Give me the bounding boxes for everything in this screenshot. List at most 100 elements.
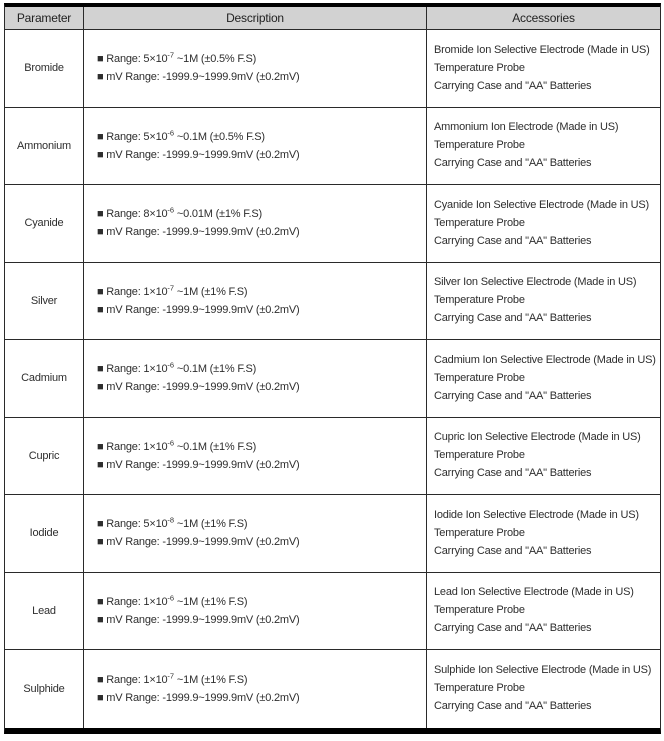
- range-rest-text: ~0.1M (±1% F.S): [174, 440, 257, 453]
- accessory-item: Temperature Probe: [434, 139, 525, 152]
- range-exponent: -7: [167, 50, 175, 60]
- accessory-item: Temperature Probe: [434, 371, 525, 384]
- accessory-item: Temperature Probe: [434, 682, 525, 695]
- accessory-item: Cupric Ion Selective Electrode (Made in …: [434, 431, 641, 444]
- accessory-item: Sulphide Ion Selective Electrode (Made i…: [434, 664, 652, 677]
- mv-range-line: ■ mV Range: -1999.9~1999.9mV (±0.2mV): [97, 691, 300, 704]
- range-text: ■ Range: 1×10: [97, 595, 168, 608]
- description-cell: ■ Range: 5×10-7 ~1M (±0.5% F.S) ■ mV Ran…: [84, 30, 427, 108]
- spec-table: Parameter Description Accessories Bromid…: [4, 3, 661, 734]
- table-row: Sulphide ■ Range: 1×10-7 ~1M (±1% F.S) ■…: [5, 650, 660, 728]
- range-exponent: -6: [167, 593, 175, 603]
- accessories-cell: Bromide Ion Selective Electrode (Made in…: [427, 30, 660, 108]
- accessories-cell: Silver Ion Selective Electrode (Made in …: [427, 263, 660, 340]
- range-text: ■ Range: 1×10: [97, 673, 168, 686]
- accessories-cell: Cyanide Ion Selective Electrode (Made in…: [427, 185, 660, 263]
- range-text: ■ Range: 5×10: [97, 518, 168, 531]
- description-cell: ■ Range: 5×10-8 ~1M (±1% F.S) ■ mV Range…: [84, 495, 427, 573]
- accessory-item: Lead Ion Selective Electrode (Made in US…: [434, 586, 634, 599]
- mv-range-line: ■ mV Range: -1999.9~1999.9mV (±0.2mV): [97, 226, 300, 239]
- range-exponent: -7: [167, 283, 175, 293]
- range-exponent: -8: [167, 515, 175, 525]
- accessories-cell: Ammonium Ion Electrode (Made in US) Temp…: [427, 108, 660, 185]
- range-line: ■ Range: 1×10-6 ~0.1M (±1% F.S): [97, 360, 426, 375]
- accessory-item: Cadmium Ion Selective Electrode (Made in…: [434, 353, 656, 366]
- range-line: ■ Range: 5×10-7 ~1M (±0.5% F.S): [97, 50, 426, 66]
- range-rest-text: ~1M (±1% F.S): [174, 595, 248, 608]
- parameter-cell: Lead: [5, 572, 84, 650]
- range-line: ■ Range: 1×10-7 ~1M (±1% F.S): [97, 672, 426, 686]
- mv-range-line: ■ mV Range: -1999.9~1999.9mV (±0.2mV): [97, 613, 300, 626]
- accessory-item: Cyanide Ion Selective Electrode (Made in…: [434, 198, 649, 211]
- range-text: ■ Range: 5×10: [97, 130, 168, 143]
- table-row: Iodide ■ Range: 5×10-8 ~1M (±1% F.S) ■ m…: [5, 495, 660, 573]
- header-description: Description: [84, 7, 427, 30]
- accessory-item: Carrying Case and "AA" Batteries: [434, 544, 592, 557]
- accessories-cell: Cadmium Ion Selective Electrode (Made in…: [427, 340, 660, 418]
- description-cell: ■ Range: 1×10-7 ~1M (±1% F.S) ■ mV Range…: [84, 650, 427, 728]
- range-line: ■ Range: 1×10-6 ~0.1M (±1% F.S): [97, 438, 426, 453]
- spec-table-body: Bromide ■ Range: 5×10-7 ~1M (±0.5% F.S) …: [5, 30, 660, 728]
- parameter-cell: Sulphide: [5, 650, 84, 728]
- accessory-item: Carrying Case and "AA" Batteries: [434, 700, 592, 713]
- mv-range-line: ■ mV Range: -1999.9~1999.9mV (±0.2mV): [97, 381, 300, 394]
- range-line: ■ Range: 5×10-6 ~0.1M (±0.5% F.S): [97, 128, 426, 143]
- table-row: Cupric ■ Range: 1×10-6 ~0.1M (±1% F.S) ■…: [5, 417, 660, 495]
- accessories-cell: Lead Ion Selective Electrode (Made in US…: [427, 573, 660, 650]
- range-exponent: -6: [167, 438, 175, 448]
- table-row: Lead ■ Range: 1×10-6 ~1M (±1% F.S) ■ mV …: [5, 572, 660, 650]
- parameter-cell: Iodide: [5, 495, 84, 573]
- range-exponent: -6: [167, 205, 175, 215]
- parameter-cell: Cadmium: [5, 340, 84, 418]
- header-accessories: Accessories: [427, 7, 660, 30]
- accessory-item: Carrying Case and "AA" Batteries: [434, 467, 592, 480]
- accessory-item: Iodide Ion Selective Electrode (Made in …: [434, 508, 639, 521]
- table-row: Silver ■ Range: 1×10-7 ~1M (±1% F.S) ■ m…: [5, 262, 660, 340]
- range-exponent: -6: [167, 128, 175, 138]
- description-cell: ■ Range: 5×10-6 ~0.1M (±0.5% F.S) ■ mV R…: [84, 107, 427, 185]
- range-rest-text: ~0.1M (±0.5% F.S): [174, 130, 265, 143]
- accessory-item: Temperature Probe: [434, 526, 525, 539]
- header-parameter: Parameter: [5, 7, 84, 30]
- range-text: ■ Range: 5×10: [97, 53, 168, 66]
- description-cell: ■ Range: 1×10-6 ~0.1M (±1% F.S) ■ mV Ran…: [84, 340, 427, 418]
- range-exponent: -6: [167, 360, 175, 370]
- description-cell: ■ Range: 1×10-6 ~0.1M (±1% F.S) ■ mV Ran…: [84, 417, 427, 495]
- parameter-cell: Cyanide: [5, 185, 84, 263]
- accessory-item: Carrying Case and "AA" Batteries: [434, 312, 592, 325]
- range-text: ■ Range: 1×10: [97, 440, 168, 453]
- range-text: ■ Range: 8×10: [97, 208, 168, 221]
- description-cell: ■ Range: 1×10-6 ~1M (±1% F.S) ■ mV Range…: [84, 572, 427, 650]
- range-rest-text: ~1M (±1% F.S): [174, 518, 248, 531]
- accessory-item: Temperature Probe: [434, 294, 525, 307]
- accessories-cell: Sulphide Ion Selective Electrode (Made i…: [427, 650, 660, 728]
- accessory-item: Silver Ion Selective Electrode (Made in …: [434, 276, 637, 289]
- accessory-item: Temperature Probe: [434, 61, 525, 74]
- range-line: ■ Range: 8×10-6 ~0.01M (±1% F.S): [97, 205, 426, 221]
- accessory-item: Temperature Probe: [434, 604, 525, 617]
- accessory-item: Carrying Case and "AA" Batteries: [434, 234, 592, 247]
- accessory-item: Carrying Case and "AA" Batteries: [434, 622, 592, 635]
- table-row: Ammonium ■ Range: 5×10-6 ~0.1M (±0.5% F.…: [5, 107, 660, 185]
- parameter-cell: Silver: [5, 262, 84, 340]
- range-line: ■ Range: 1×10-7 ~1M (±1% F.S): [97, 283, 426, 298]
- range-rest-text: ~1M (±1% F.S): [174, 285, 248, 298]
- accessories-cell: Iodide Ion Selective Electrode (Made in …: [427, 495, 660, 573]
- parameter-cell: Ammonium: [5, 107, 84, 185]
- range-text: ■ Range: 1×10: [97, 285, 168, 298]
- table-row: Bromide ■ Range: 5×10-7 ~1M (±0.5% F.S) …: [5, 30, 660, 108]
- accessory-item: Carrying Case and "AA" Batteries: [434, 79, 592, 92]
- table-row: Cadmium ■ Range: 1×10-6 ~0.1M (±1% F.S) …: [5, 340, 660, 418]
- accessory-item: Ammonium Ion Electrode (Made in US): [434, 121, 619, 134]
- range-line: ■ Range: 5×10-8 ~1M (±1% F.S): [97, 515, 426, 531]
- table-row: Cyanide ■ Range: 8×10-6 ~0.01M (±1% F.S)…: [5, 185, 660, 263]
- range-line: ■ Range: 1×10-6 ~1M (±1% F.S): [97, 593, 426, 608]
- table-header-row: Parameter Description Accessories: [5, 7, 660, 30]
- range-rest-text: ~1M (±0.5% F.S): [174, 53, 257, 66]
- accessory-item: Carrying Case and "AA" Batteries: [434, 157, 592, 170]
- range-rest-text: ~0.01M (±1% F.S): [174, 208, 262, 221]
- accessory-item: Bromide Ion Selective Electrode (Made in…: [434, 43, 650, 56]
- mv-range-line: ■ mV Range: -1999.9~1999.9mV (±0.2mV): [97, 303, 300, 316]
- parameter-cell: Cupric: [5, 417, 84, 495]
